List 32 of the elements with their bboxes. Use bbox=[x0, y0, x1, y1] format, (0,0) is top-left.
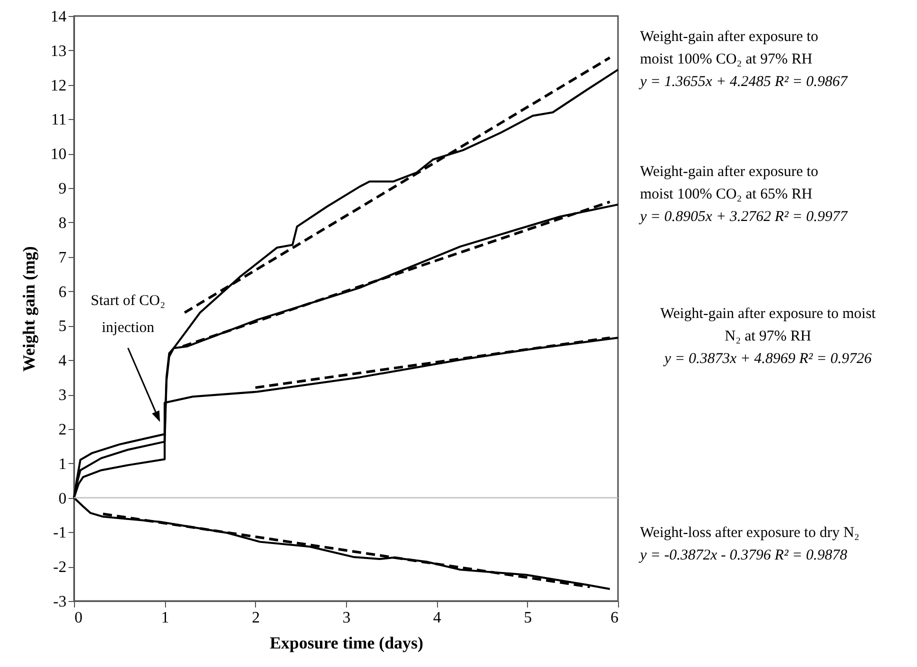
y-tick-label: 1 bbox=[58, 456, 66, 473]
y-tick-label: 9 bbox=[58, 180, 66, 198]
y-tick-label: -2 bbox=[53, 559, 66, 576]
x-tick-label: 1 bbox=[161, 610, 170, 626]
y-tick-label: 13 bbox=[50, 42, 66, 60]
y-tick-label: 3 bbox=[58, 387, 66, 404]
x-tick-label: 3 bbox=[342, 610, 350, 626]
x-tick-label: 2 bbox=[252, 610, 260, 626]
y-tick-label: 4 bbox=[58, 352, 66, 370]
text: Weight-loss after exposure to dry N₂ y = -0.3872x - 0.3796 R² = 0.9878 bbox=[640, 525, 860, 564]
x-tick-label: 6 bbox=[610, 610, 618, 626]
x-axis-title: Exposure time (days) bbox=[270, 634, 424, 652]
y-tick-label: 0 bbox=[58, 490, 66, 508]
x-tick-label: 5 bbox=[524, 610, 532, 626]
text: Weight-gain after exposure to moist N₂ at 97% RH y = 0.3873x + 4.8969 R² = 0.9726 bbox=[660, 306, 877, 367]
y-tick-label: 10 bbox=[50, 146, 66, 164]
y-tick-label: 8 bbox=[58, 214, 66, 232]
y-tick-label: -1 bbox=[53, 524, 66, 542]
text: Weight-gain after exposure to moist 100% CO₂ at 65% RH y = 0.8905x + 3.2762 R² = 0.9977 bbox=[640, 164, 848, 225]
y-tick-label: 7 bbox=[58, 249, 66, 266]
y-tick-label: 2 bbox=[58, 421, 66, 438]
y-axis-title: Weight gain (mg) bbox=[20, 246, 38, 372]
y-tick-label: 6 bbox=[58, 284, 66, 301]
y-tick-label: 12 bbox=[50, 77, 66, 94]
annotation: Start of CO₂ injection bbox=[90, 293, 166, 336]
x-tick-label: 0 bbox=[74, 610, 82, 626]
y-tick-label: 11 bbox=[51, 112, 66, 129]
text: Weight-gain after exposure to moist 100% CO₂ at 97% RH y = 1.3655x + 4.2485 R² = 0.9867 bbox=[640, 29, 848, 90]
x-tick-label: 4 bbox=[433, 610, 442, 626]
y-tick-label: 5 bbox=[58, 318, 66, 336]
y-tick-label: -3 bbox=[53, 594, 66, 610]
y-tick-label: 14 bbox=[50, 8, 66, 26]
